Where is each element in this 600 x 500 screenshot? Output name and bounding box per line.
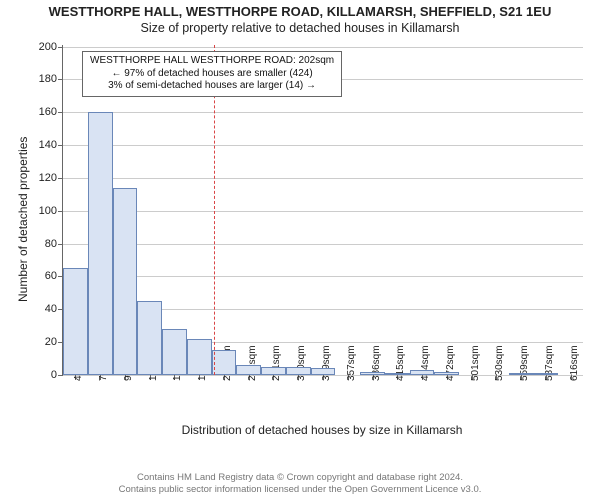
x-tick-label: 444sqm <box>420 345 431 381</box>
annotation-box: WESTTHORPE HALL WESTTHORPE ROAD: 202sqm←… <box>82 51 342 97</box>
histogram-bar <box>113 188 138 375</box>
y-tick-label: 60 <box>45 270 63 282</box>
x-tick-label: 357sqm <box>346 345 357 381</box>
y-axis-label: Number of detached properties <box>16 137 30 302</box>
x-axis-label: Distribution of detached houses by size … <box>62 423 582 437</box>
y-tick-label: 40 <box>45 303 63 315</box>
x-tick-label: 329sqm <box>321 345 332 381</box>
y-tick-label: 160 <box>39 106 63 118</box>
histogram-bar <box>88 112 113 375</box>
y-tick-label: 140 <box>39 139 63 151</box>
x-tick-label: 616sqm <box>569 345 580 381</box>
annotation-line: 3% of semi-detached houses are larger (1… <box>87 80 337 93</box>
gridline <box>63 276 583 277</box>
x-tick-label: 300sqm <box>296 345 307 381</box>
x-tick-label: 271sqm <box>271 345 282 381</box>
histogram-bar <box>286 367 311 375</box>
histogram-bar <box>63 268 88 375</box>
gridline <box>63 47 583 48</box>
gridline <box>63 211 583 212</box>
gridline <box>63 178 583 179</box>
histogram-bar <box>434 372 459 375</box>
x-tick-label: 472sqm <box>445 345 456 381</box>
histogram-bar <box>385 373 410 375</box>
histogram-bar <box>509 373 534 375</box>
title-primary: WESTTHORPE HALL, WESTTHORPE ROAD, KILLAM… <box>0 0 600 19</box>
y-tick-label: 200 <box>39 41 63 53</box>
y-tick-label: 180 <box>39 73 63 85</box>
x-tick-label: 415sqm <box>395 345 406 381</box>
x-tick-label: 530sqm <box>494 345 505 381</box>
annotation-line: WESTTHORPE HALL WESTTHORPE ROAD: 202sqm <box>87 55 337 68</box>
attribution-footer: Contains HM Land Registry data © Crown c… <box>0 472 600 496</box>
histogram-bar <box>261 367 286 375</box>
y-tick-label: 120 <box>39 172 63 184</box>
gridline <box>63 145 583 146</box>
chart-container: 02040608010012014016018020041sqm70sqm99s… <box>0 35 600 455</box>
annotation-line: ← 97% of detached houses are smaller (42… <box>87 68 337 81</box>
x-tick-label: 242sqm <box>247 345 258 381</box>
histogram-bar <box>311 368 336 375</box>
histogram-bar <box>533 373 558 375</box>
y-tick-label: 20 <box>45 336 63 348</box>
footer-line-2: Contains public sector information licen… <box>0 484 600 496</box>
footer-line-1: Contains HM Land Registry data © Crown c… <box>0 472 600 484</box>
y-tick-label: 0 <box>51 369 63 381</box>
gridline <box>63 244 583 245</box>
histogram-bar <box>212 350 237 375</box>
histogram-bar <box>162 329 187 375</box>
x-tick-label: 386sqm <box>371 345 382 381</box>
title-secondary: Size of property relative to detached ho… <box>0 19 600 35</box>
x-tick-label: 501sqm <box>470 345 481 381</box>
y-tick-label: 80 <box>45 238 63 250</box>
y-tick-label: 100 <box>39 205 63 217</box>
histogram-plot: 02040608010012014016018020041sqm70sqm99s… <box>62 45 583 376</box>
gridline <box>63 112 583 113</box>
x-tick-label: 587sqm <box>544 345 555 381</box>
histogram-bar <box>236 365 261 375</box>
x-tick-label: 559sqm <box>519 345 530 381</box>
histogram-bar <box>187 339 212 375</box>
histogram-bar <box>360 372 385 375</box>
histogram-bar <box>137 301 162 375</box>
histogram-bar <box>410 370 435 375</box>
